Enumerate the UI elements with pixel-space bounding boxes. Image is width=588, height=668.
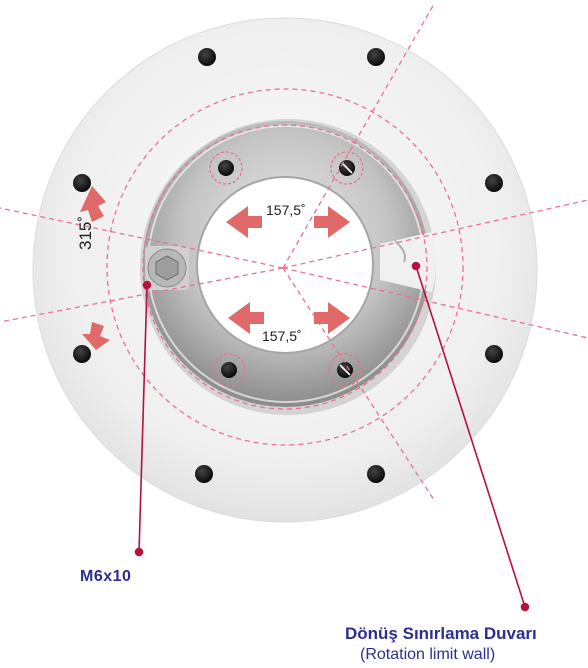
outer-hole <box>485 174 503 192</box>
leader-lines <box>134 261 530 612</box>
angle-label-top: 157,5˚ <box>266 202 306 218</box>
outer-hole <box>485 345 503 363</box>
outer-hole <box>73 345 91 363</box>
outer-hole <box>195 465 213 483</box>
angle-label-side: 315˚ <box>76 215 95 250</box>
outer-hole <box>367 48 385 66</box>
outer-hole <box>73 174 91 192</box>
dashed-angle-lines <box>0 3 588 501</box>
rotation-limit-slot <box>380 232 436 292</box>
bolt-label: M6x10 <box>80 568 132 585</box>
hex-bolt-icon <box>145 246 189 290</box>
dashed-circles <box>106 88 464 446</box>
outer-hole <box>198 48 216 66</box>
angle-label-bottom: 157,5˚ <box>262 328 302 344</box>
rotation-wall-title: Dönüş Sınırlama Duvarı <box>345 624 537 643</box>
rotation-arrow-icon <box>80 186 350 350</box>
outer-holes <box>73 48 503 483</box>
rotation-wall-subtitle: (Rotation limit wall) <box>360 646 496 663</box>
outer-hole <box>367 465 385 483</box>
